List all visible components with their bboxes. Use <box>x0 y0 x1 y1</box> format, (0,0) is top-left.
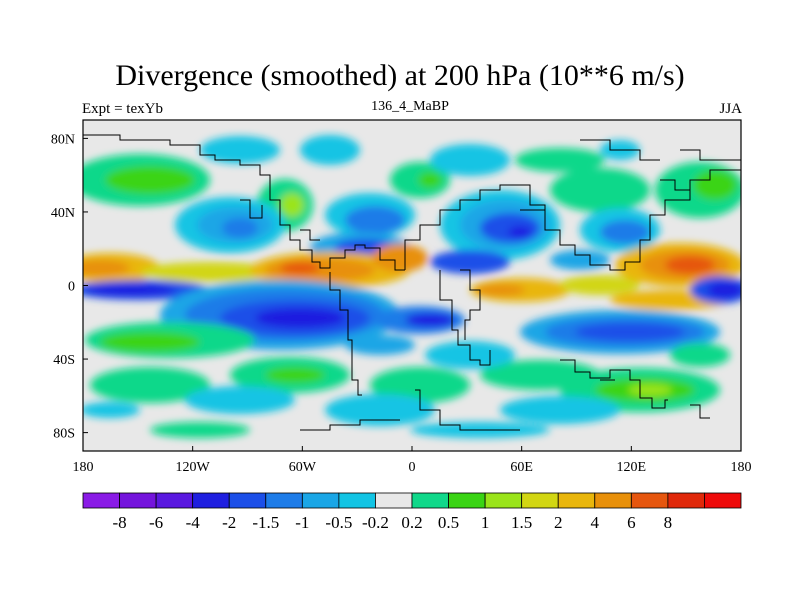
colorbar-label: -1.5 <box>252 513 279 532</box>
colorbar-swatch <box>448 492 486 509</box>
x-tick-label: 180 <box>731 460 752 475</box>
colorbar-label: 2 <box>554 513 563 532</box>
colorbar-swatch <box>630 492 669 509</box>
colorbar-label: 1.5 <box>511 513 532 532</box>
y-tick-label: 80N <box>51 132 75 147</box>
colorbar-label: -0.2 <box>362 513 389 532</box>
x-axis-ticks: 180 120W 60W 0 60E 120E 180 <box>73 446 752 475</box>
colorbar-label: 0.5 <box>438 513 459 532</box>
season-label: JJA <box>719 101 742 117</box>
y-tick-label: 0 <box>68 280 75 295</box>
colorbar-swatch <box>119 492 157 509</box>
colorbar-swatch <box>557 492 596 509</box>
y-axis-ticks: 80N 40N 0 40S 80S <box>51 132 88 442</box>
colorbar-label: 0.2 <box>401 513 422 532</box>
y-tick-label: 40N <box>51 206 75 221</box>
colorbar-swatch <box>667 492 705 509</box>
run-label: 136_4_MaBP <box>371 99 449 114</box>
colorbar-label: -2 <box>222 513 236 532</box>
colorbar-swatch <box>301 492 340 509</box>
map-title: Divergence (smoothed) at 200 hPa (10**6 … <box>115 59 685 92</box>
colorbar-label: -8 <box>112 513 126 532</box>
colorbar-swatch <box>192 492 230 509</box>
x-tick-label: 0 <box>409 460 416 475</box>
x-tick-label: 120W <box>176 460 211 475</box>
colorbar-swatch <box>594 492 632 509</box>
colorbar-swatch <box>265 492 303 509</box>
colorbar-label: -1 <box>295 513 309 532</box>
colorbar-swatch <box>704 492 742 509</box>
colorbar-swatch <box>375 492 413 509</box>
x-tick-label: 60W <box>289 460 317 475</box>
experiment-label: Expt = texYb <box>82 101 163 117</box>
colorbar-swatch <box>521 492 559 509</box>
x-tick-label: 120E <box>617 460 647 475</box>
x-tick-label: 180 <box>73 460 94 475</box>
colorbar-swatch <box>82 492 120 509</box>
coastlines <box>83 134 741 431</box>
colorbar-swatch <box>484 492 523 509</box>
colorbar-swatch <box>228 492 267 509</box>
colorbar-label: 8 <box>664 513 673 532</box>
colorbar-label: -6 <box>149 513 163 532</box>
y-tick-label: 40S <box>53 353 75 368</box>
colorbar-label: -4 <box>186 513 201 532</box>
x-tick-label: 60E <box>510 460 533 475</box>
colorbar-label: -0.5 <box>325 513 352 532</box>
colorbar-swatch <box>411 492 449 509</box>
colorbar: -8 -6 -4 -2 -1.5 -1 -0.5 -0.2 0.2 0.5 1 1.5 2 4 6 8 <box>82 492 742 532</box>
colorbar-label: 6 <box>627 513 636 532</box>
colorbar-swatch <box>338 492 376 509</box>
contour-field <box>83 120 741 451</box>
colorbar-label: 1 <box>481 513 490 532</box>
y-tick-label: 80S <box>53 427 75 442</box>
colorbar-swatch <box>155 492 194 509</box>
colorbar-label: 4 <box>591 513 600 532</box>
